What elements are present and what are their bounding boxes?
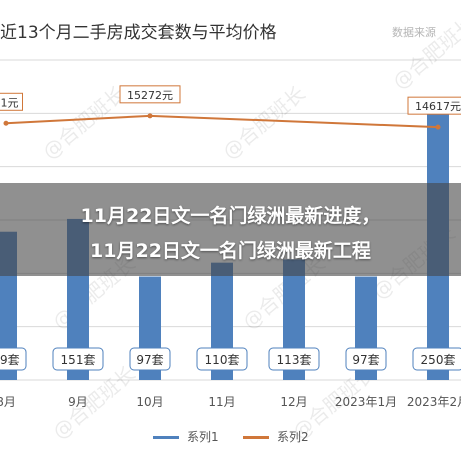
banner-headline-2: 11月22日文一名门绿洲最新工程 xyxy=(90,240,371,262)
legend-item-series1: 系列1 xyxy=(153,428,219,445)
bar-data-label-2: 97套 xyxy=(136,353,163,367)
line-series: 41元 15272元 14617元 xyxy=(0,85,461,130)
legend-swatch-bar xyxy=(153,436,179,439)
x-tick-label-3: 11月 xyxy=(208,395,235,409)
bar-labels: 39套 151套 97套 110套 113套 97套 250套 xyxy=(0,347,461,371)
bar-data-label-0: 39套 xyxy=(0,353,20,367)
x-tick-label-2: 10月 xyxy=(136,395,163,409)
bar-data-label-5: 97套 xyxy=(352,353,379,367)
legend-item-series2: 系列2 xyxy=(243,428,309,445)
chart-legend: 系列1 系列2 xyxy=(0,428,461,448)
x-tick-label-5: 2023年1月 xyxy=(335,395,397,409)
legend-swatch-line xyxy=(243,436,269,439)
overlay-banner xyxy=(0,183,461,276)
x-tick-label-1: 9月 xyxy=(68,395,88,409)
x-tick-label-4: 12月 xyxy=(280,395,307,409)
line-point-6 xyxy=(435,124,441,130)
bar-label-box-5 xyxy=(345,347,387,371)
chart-title: 近13个月二手房成交套数与平均价格 xyxy=(0,23,277,43)
bar-label-box-0 xyxy=(0,347,27,371)
bar-data-label-1: 151套 xyxy=(61,353,96,367)
line-data-label-2: 15272元 xyxy=(127,89,173,102)
line-label-box-0 xyxy=(0,92,23,111)
bar-data-label-3: 110套 xyxy=(205,353,240,367)
line-data-label-6: 14617元 xyxy=(415,100,461,113)
bar-label-box-1 xyxy=(52,347,104,371)
bar-label-box-4 xyxy=(268,347,320,371)
watermark-text: @合肥班长 xyxy=(38,81,130,164)
banner-headline-1: 11月22日文一名门绿洲最新进度， xyxy=(80,205,381,227)
bar-label-box-6 xyxy=(412,347,461,371)
line-label-box-2 xyxy=(119,85,181,104)
x-tick-label-0: 8月 xyxy=(0,395,16,409)
x-tick-label-6: 2023年2月 xyxy=(407,395,461,409)
source-note: 数据来源 xyxy=(392,26,436,39)
bar-data-label-6: 250套 xyxy=(421,353,456,367)
bar-label-box-2 xyxy=(129,347,171,371)
legend-label-series2: 系列2 xyxy=(277,430,309,444)
line-label-box-6 xyxy=(407,96,461,115)
x-axis-labels: 8月 9月 10月 11月 12月 2023年1月 2023年2月 xyxy=(0,395,461,409)
bar-label-box-3 xyxy=(196,347,248,371)
line-point-0 xyxy=(3,120,9,126)
legend-label-series1: 系列1 xyxy=(187,430,219,444)
line-data-label-0: 41元 xyxy=(0,96,19,109)
bar-data-label-4: 113套 xyxy=(277,353,312,367)
line-point-2 xyxy=(147,113,153,119)
